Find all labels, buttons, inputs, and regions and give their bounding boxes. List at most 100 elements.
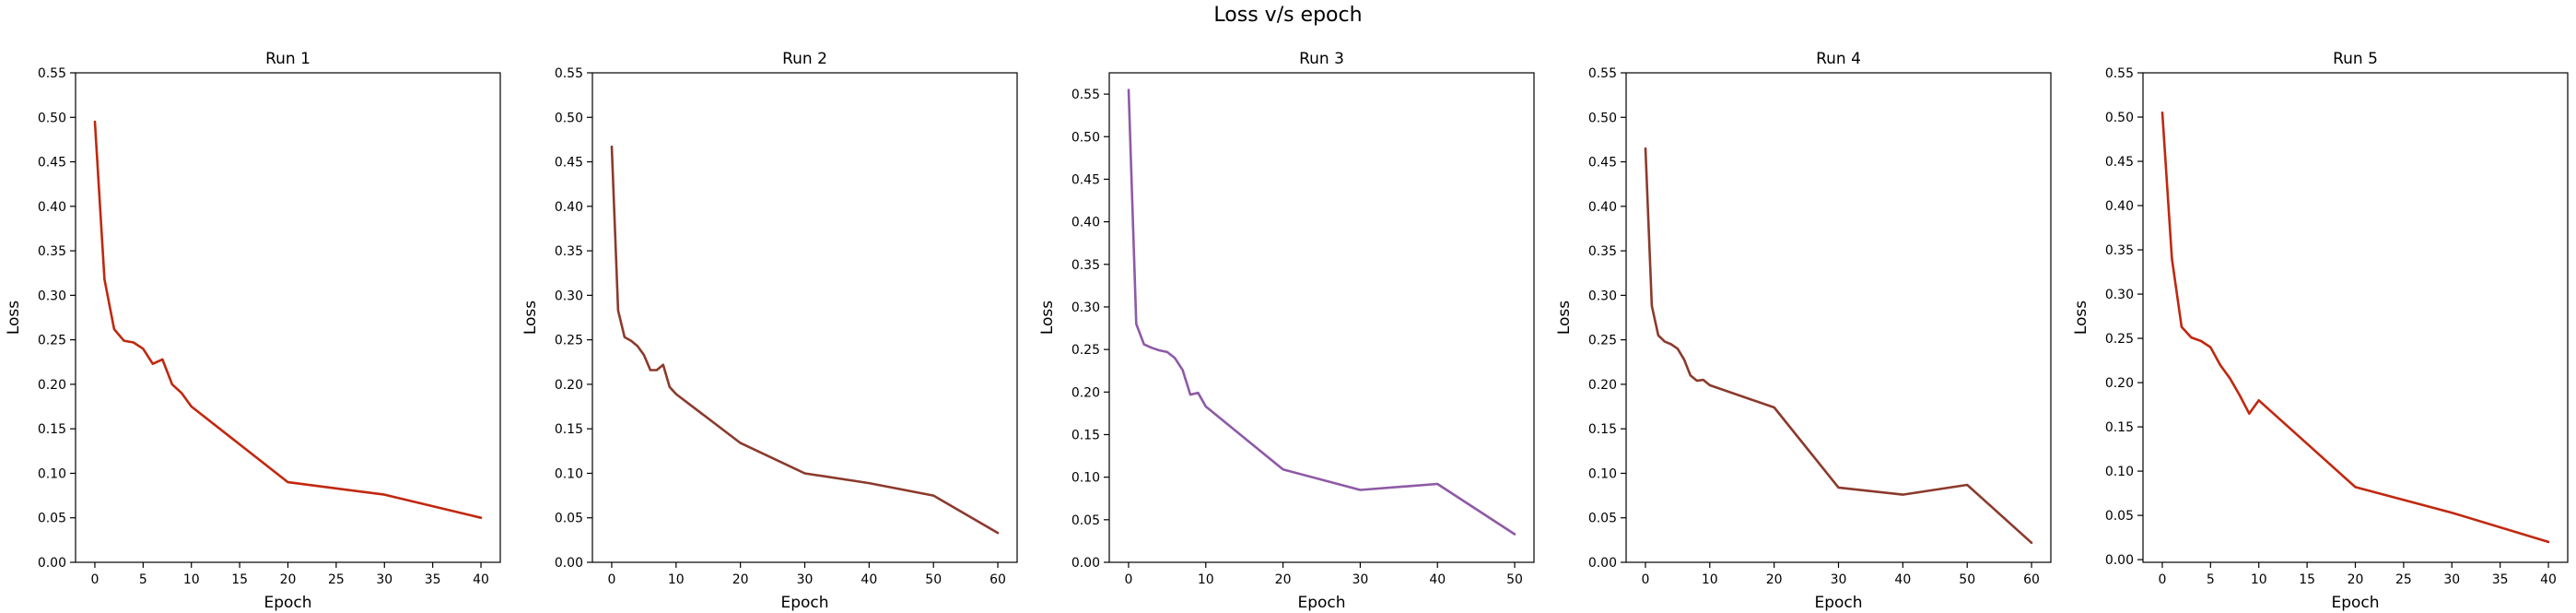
y-tick-label: 0.10	[555, 466, 583, 481]
x-tick-label: 20	[2348, 572, 2364, 587]
y-tick-label: 0.00	[38, 556, 66, 571]
y-axis-label: Loss	[5, 301, 23, 335]
y-axis-label: Loss	[521, 301, 540, 335]
subplot-title: Run 4	[1816, 50, 1861, 68]
y-tick-label: 0.50	[38, 111, 66, 125]
x-tick-label: 0	[607, 572, 615, 587]
figure-suptitle: Loss v/s epoch	[1213, 4, 1363, 27]
y-tick-label: 0.25	[1071, 343, 1100, 358]
axes-frame	[591, 72, 1018, 563]
y-tick-label: 0.35	[38, 244, 66, 259]
axes-frame	[2142, 72, 2569, 563]
y-tick-label: 0.10	[2105, 465, 2134, 479]
subplot-run-4: Run 4 0 10 20 30 40 50 60 0.00 0.05 0.10 0.15 0.20 0.…	[1555, 50, 2052, 612]
x-tick-label: 10	[668, 572, 685, 587]
axes-frame	[1108, 72, 1535, 563]
y-tick-label: 0.45	[1071, 172, 1100, 187]
x-tick-label: 40	[1429, 572, 1446, 587]
y-tick-label: 0.20	[555, 378, 583, 393]
x-tick-label: 0	[1124, 572, 1132, 587]
loss-series-line	[93, 120, 483, 520]
y-tick-label: 0.15	[555, 422, 583, 437]
y-tick-label: 0.35	[2105, 243, 2134, 258]
y-tick-label: 0.30	[555, 289, 583, 303]
y-tick-label: 0.05	[2105, 509, 2134, 524]
subplot-run-5: Run 5 0 5 10 15 20 25 30 35 40 0.00 0.05 0.10 0.15 0.2…	[2072, 50, 2569, 612]
y-tick-label: 0.50	[1588, 111, 1617, 125]
y-axis-label: Loss	[2072, 301, 2090, 335]
x-axis-label: Epoch	[1814, 594, 1862, 612]
y-tick-label: 0.05	[555, 512, 583, 526]
y-tick-label: 0.25	[38, 334, 66, 348]
y-tick-label: 0.05	[1588, 512, 1617, 526]
y-tick-label: 0.50	[2105, 111, 2134, 125]
x-tick-label: 60	[989, 572, 1006, 587]
subplot-run-1: Run 1 0 5 10 15 20 25 30 35 40 0.00 0.05 0.10 0.15 0.2…	[5, 50, 501, 612]
axes-frame	[1625, 72, 2052, 563]
x-tick-label: 50	[1506, 572, 1523, 587]
y-tick-label: 0.45	[38, 156, 66, 171]
x-tick-label: 20	[732, 572, 749, 587]
x-tick-label: 0	[90, 572, 99, 587]
y-tick-label: 0.50	[555, 111, 583, 125]
subplot-run-2: Run 2 0 10 20 30 40 50 60 0.00 0.05 0.10 0.15 0.20 0.…	[521, 50, 1018, 612]
x-tick-label: 40	[861, 572, 877, 587]
y-tick-label: 0.45	[2105, 155, 2134, 170]
y-tick-label: 0.45	[1588, 156, 1617, 171]
loss-series-line	[610, 145, 1000, 535]
x-tick-label: 40	[2540, 572, 2557, 587]
y-tick-label: 0.45	[555, 156, 583, 171]
axes-frame	[75, 72, 501, 563]
y-tick-label: 0.15	[1071, 428, 1100, 442]
y-tick-label: 0.55	[2105, 66, 2134, 81]
x-tick-label: 10	[1198, 572, 1214, 587]
x-tick-label: 20	[1766, 572, 1783, 587]
x-tick-label: 30	[2443, 572, 2460, 587]
y-tick-label: 0.20	[1588, 378, 1617, 393]
y-tick-label: 0.55	[1071, 88, 1100, 102]
y-tick-label: 0.40	[38, 200, 66, 215]
y-tick-label: 0.20	[38, 378, 66, 393]
subplot-title: Run 1	[265, 50, 310, 68]
x-tick-label: 50	[925, 572, 942, 587]
y-tick-label: 0.55	[555, 66, 583, 81]
y-tick-label: 0.55	[38, 66, 66, 81]
y-tick-label: 0.40	[1071, 216, 1100, 230]
y-axis-label: Loss	[1555, 301, 1574, 335]
x-tick-label: 30	[797, 572, 814, 587]
y-tick-label: 0.40	[2105, 199, 2134, 214]
loss-series-line	[1644, 147, 2033, 545]
y-tick-label: 0.05	[38, 512, 66, 526]
y-tick-label: 0.05	[1071, 513, 1100, 528]
y-tick-label: 0.55	[1588, 66, 1617, 81]
y-tick-label: 0.35	[1071, 258, 1100, 273]
x-tick-label: 40	[473, 572, 489, 587]
x-tick-label: 30	[1831, 572, 1847, 587]
x-tick-label: 10	[2251, 572, 2267, 587]
x-axis-label: Epoch	[780, 594, 828, 612]
y-tick-label: 0.35	[1588, 244, 1617, 259]
y-tick-label: 0.00	[1071, 556, 1100, 571]
x-axis-label: Epoch	[263, 594, 311, 612]
x-axis-label: Epoch	[1297, 594, 1345, 612]
y-tick-label: 0.30	[1588, 289, 1617, 303]
x-tick-label: 5	[2207, 572, 2215, 587]
y-tick-label: 0.40	[1588, 200, 1617, 215]
x-axis-label: Epoch	[2331, 594, 2379, 612]
x-tick-label: 20	[1275, 572, 1292, 587]
x-tick-label: 35	[425, 572, 441, 587]
y-tick-label: 0.25	[555, 334, 583, 348]
y-tick-label: 0.00	[555, 556, 583, 571]
x-tick-label: 20	[280, 572, 297, 587]
subplot-title: Run 2	[782, 50, 827, 68]
y-tick-label: 0.10	[1071, 471, 1100, 486]
y-tick-label: 0.30	[2105, 288, 2134, 302]
x-tick-label: 30	[1352, 572, 1368, 587]
x-tick-label: 5	[139, 572, 147, 587]
y-tick-label: 0.20	[2105, 376, 2134, 391]
subplot-run-3: Run 3 0 10 20 30 40 50 0.00 0.05 0.10 0.15 0.20 0.25…	[1038, 50, 1535, 612]
subplot-title: Run 5	[2333, 50, 2378, 68]
subplot-title: Run 3	[1299, 50, 1344, 68]
y-tick-label: 0.50	[1071, 130, 1100, 145]
